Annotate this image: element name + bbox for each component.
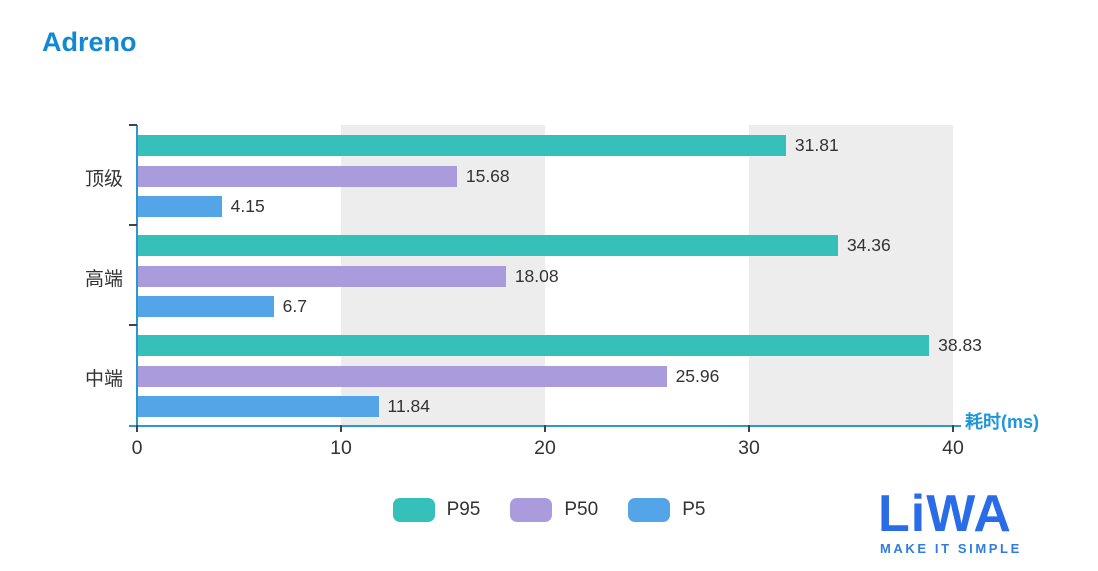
y-axis-tick bbox=[129, 224, 137, 226]
logo-tagline-text: MAKE IT SIMPLE bbox=[880, 541, 1022, 556]
x-axis-tick-label: 20 bbox=[534, 437, 556, 459]
legend-item-p5[interactable]: P5 bbox=[628, 498, 705, 522]
x-axis-tick-label: 40 bbox=[942, 437, 964, 459]
bar-p95 bbox=[137, 335, 930, 356]
bar-p5 bbox=[137, 196, 222, 217]
bar-p5 bbox=[137, 296, 274, 317]
x-axis-tick-label: 10 bbox=[330, 437, 352, 459]
x-axis-tick bbox=[952, 425, 954, 432]
liwa-logo: LiWA MAKE IT SIMPLE bbox=[878, 485, 1022, 556]
x-axis-tick-label: 0 bbox=[131, 437, 143, 459]
bar-value-label: 34.36 bbox=[846, 235, 891, 255]
split-area-band bbox=[749, 125, 953, 425]
bar-value-label: 25.96 bbox=[675, 365, 720, 386]
x-axis-tick bbox=[748, 425, 750, 432]
legend-swatch-p50 bbox=[510, 498, 553, 522]
legend-label: P5 bbox=[682, 499, 706, 520]
x-axis-title: 耗时(ms) bbox=[965, 412, 1040, 432]
bar-value-label: 6.7 bbox=[282, 296, 307, 316]
page-title: Adreno bbox=[42, 27, 137, 57]
bar-value-label: 38.83 bbox=[938, 335, 982, 355]
bar-p95 bbox=[137, 135, 786, 156]
bar-p95 bbox=[137, 235, 838, 256]
bar-value-label: 4.15 bbox=[230, 196, 265, 216]
legend-item-p95[interactable]: P95 bbox=[392, 498, 481, 522]
x-axis-tick bbox=[136, 425, 138, 432]
legend-swatch-p95 bbox=[392, 498, 435, 522]
y-axis-category-label: 中端 bbox=[84, 369, 123, 390]
bar-value-label: 18.08 bbox=[514, 265, 559, 286]
y-axis-line bbox=[136, 125, 138, 425]
bar-p50 bbox=[137, 365, 667, 387]
y-axis-tick bbox=[129, 124, 137, 126]
bar-value-label: 31.81 bbox=[794, 135, 839, 155]
bar-p50 bbox=[137, 165, 457, 187]
bar-value-label: 15.68 bbox=[465, 165, 510, 186]
bar-p50 bbox=[137, 265, 506, 287]
logo-brand-text: LiWA bbox=[878, 485, 1012, 543]
y-axis-category-label: 顶级 bbox=[84, 169, 123, 190]
plot-area: 31.81 15.68 4.15 顶级 34.36 18.08 6.7 高端 38.83 25.9… bbox=[85, 124, 982, 459]
legend-label: P50 bbox=[564, 499, 599, 520]
y-axis-category-label: 高端 bbox=[84, 269, 123, 290]
x-axis-tick bbox=[544, 425, 546, 432]
x-axis-tick-label: 30 bbox=[738, 437, 760, 459]
legend-swatch-p5 bbox=[628, 498, 671, 522]
x-axis-tick bbox=[340, 425, 342, 432]
chart-legend: P95 P50 P5 bbox=[0, 498, 1098, 522]
legend-label: P95 bbox=[446, 499, 481, 520]
bar-p5 bbox=[137, 396, 379, 417]
y-axis-tick bbox=[129, 324, 137, 326]
legend-item-p50[interactable]: P50 bbox=[510, 498, 598, 522]
bar-value-label: 11.84 bbox=[387, 396, 431, 416]
